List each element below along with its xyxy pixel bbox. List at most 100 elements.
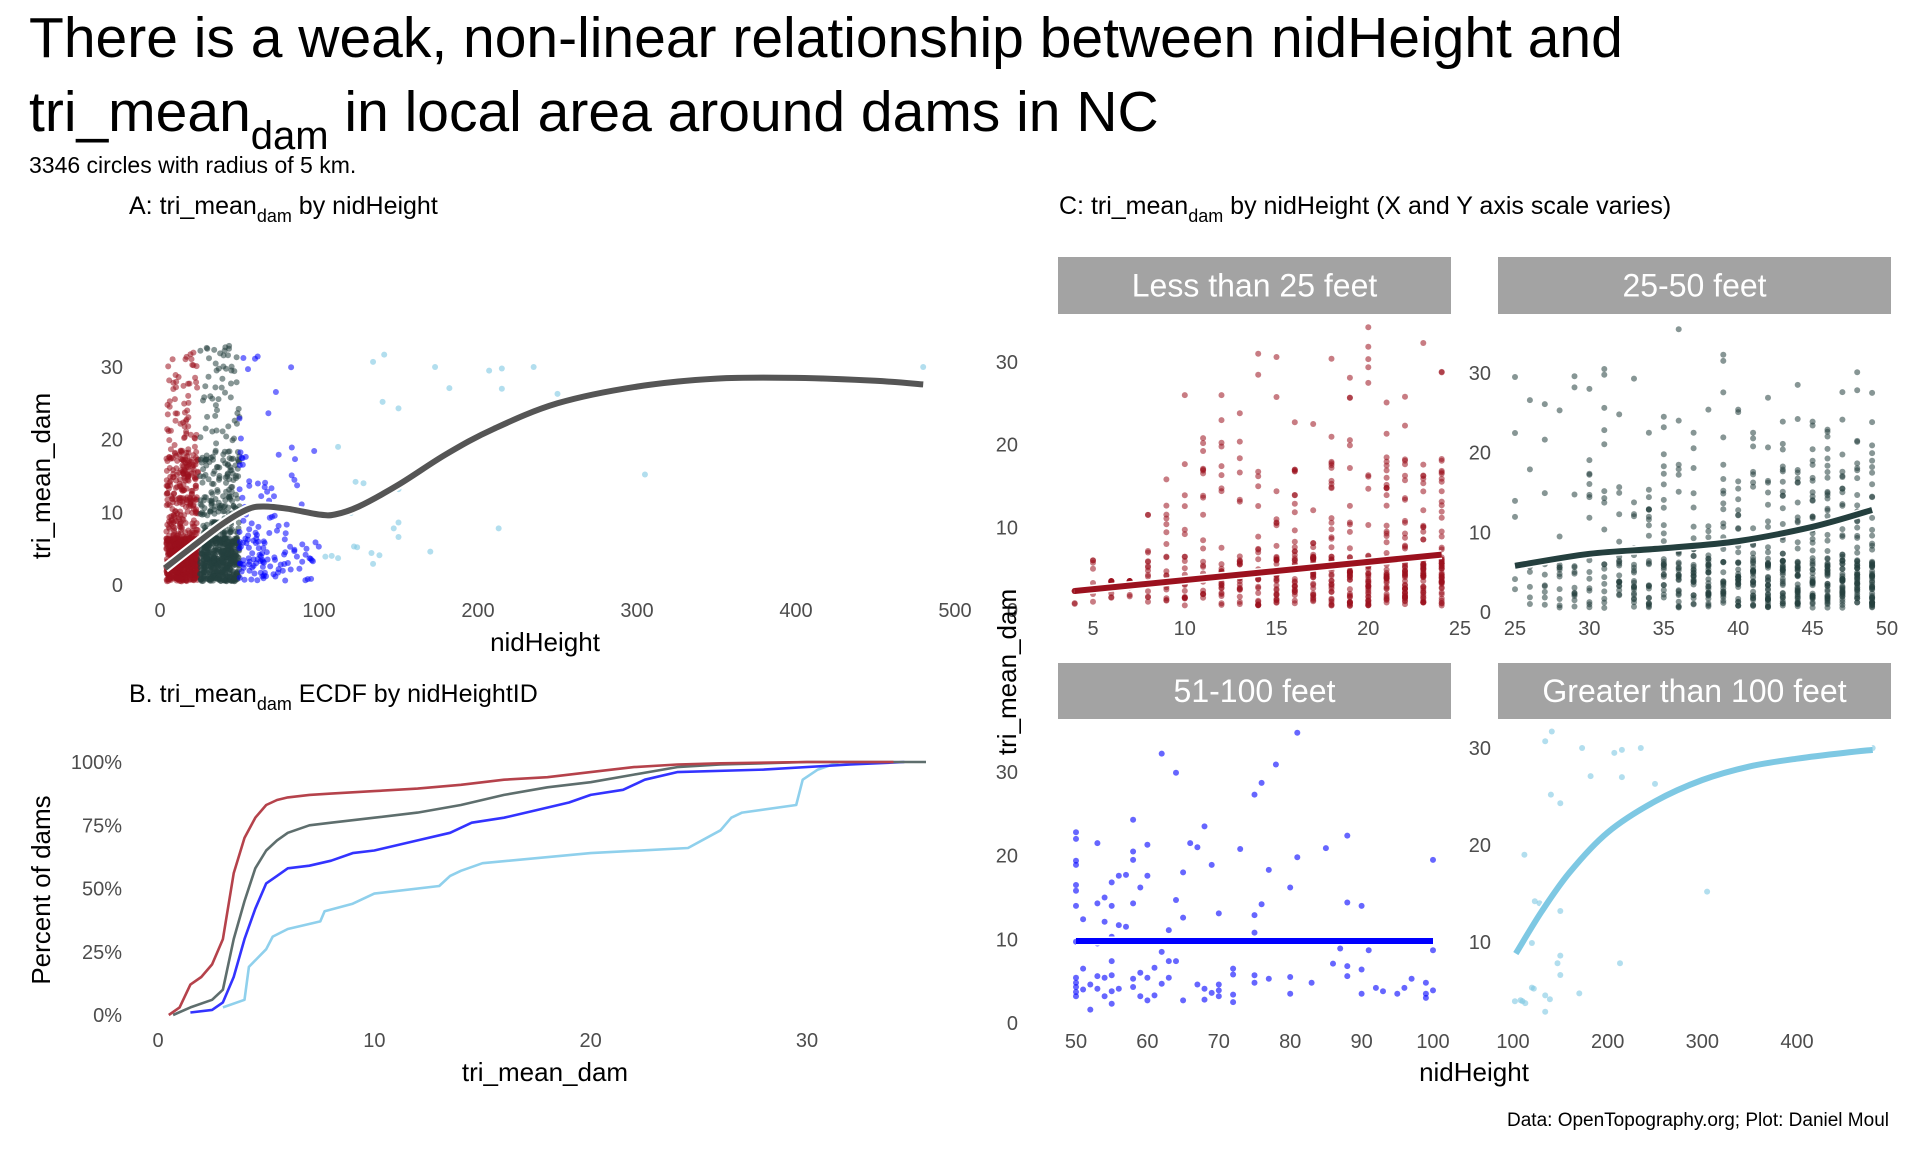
facet-point — [1617, 960, 1623, 967]
facet-point — [1346, 567, 1353, 574]
facet-point — [1346, 586, 1353, 593]
facet-point — [1601, 427, 1608, 434]
facet-trend-line — [1513, 746, 1874, 956]
panel-a-point — [253, 535, 260, 542]
facet-point — [1218, 485, 1225, 492]
facet-point — [1735, 507, 1742, 514]
facet-point — [1073, 887, 1079, 894]
panel-a-point — [291, 476, 298, 483]
panel-a-smooth-line — [162, 374, 924, 571]
facet-x-tick-label: 50 — [1876, 618, 1898, 640]
panel-a-point — [255, 545, 262, 552]
facet-point — [1557, 972, 1564, 978]
panel-a-point — [176, 494, 183, 501]
facet-point — [1287, 884, 1294, 891]
facet-point — [1809, 574, 1816, 581]
facet-point — [1291, 588, 1298, 595]
panel-a-point — [211, 346, 218, 353]
facet-point — [1779, 602, 1786, 609]
facet-point — [1824, 556, 1831, 562]
panel-a-point — [287, 543, 294, 550]
facet-point — [1511, 998, 1518, 1005]
facet-point — [1541, 588, 1548, 595]
facet-point — [1854, 502, 1861, 509]
facet-point — [1809, 493, 1816, 500]
facet-point — [1601, 488, 1608, 495]
panel-a-point — [193, 379, 200, 386]
panel-a-point — [239, 461, 246, 468]
facet-point — [1438, 488, 1445, 495]
panel-a-point — [308, 575, 315, 582]
facet-point — [1809, 555, 1816, 562]
facet-point — [1869, 559, 1876, 566]
facet-point — [1779, 595, 1786, 601]
facet-point — [1187, 840, 1194, 847]
facet-point — [1215, 993, 1222, 1000]
facet-point — [1438, 579, 1445, 586]
facet-point — [1251, 972, 1258, 979]
facet-point — [1690, 429, 1697, 436]
facet-y-tick-label: 30 — [1469, 738, 1491, 760]
panel-b-y-tick-label: 25% — [82, 942, 122, 964]
facet-point — [1869, 464, 1876, 470]
facet-point — [1346, 554, 1353, 561]
panel-a-point — [248, 520, 255, 527]
facet-point — [1779, 468, 1786, 475]
panel-a-point — [192, 570, 199, 576]
panel-a-point — [322, 553, 329, 560]
facet-point — [1541, 583, 1548, 590]
panel-a-point — [198, 549, 205, 556]
panel-a-point — [202, 563, 209, 570]
panel-a-point — [288, 444, 295, 451]
facet-point — [1675, 598, 1682, 605]
facet-point — [1869, 568, 1876, 575]
facet-point — [1556, 564, 1563, 571]
facet-point — [1328, 571, 1335, 578]
facet-point — [1438, 514, 1445, 521]
facet-point — [1201, 996, 1208, 1003]
facet-point — [1720, 569, 1727, 576]
facet-x-tick-label: 50 — [1065, 1031, 1087, 1053]
panel-a-point — [176, 451, 183, 458]
facet-point — [1779, 521, 1786, 527]
facet-point — [1512, 497, 1518, 504]
facet-point — [1126, 591, 1133, 598]
panel-a-point — [190, 349, 197, 356]
facet-point — [1750, 525, 1757, 532]
facet-point — [1526, 594, 1533, 601]
panel-a-point — [217, 563, 224, 570]
facet-point — [1087, 1006, 1094, 1013]
facet-point — [1675, 567, 1682, 574]
facet-point — [1101, 974, 1108, 981]
facet-point — [1735, 525, 1742, 532]
facet-point — [1255, 483, 1262, 490]
facet-point — [1200, 545, 1207, 552]
panel-a-point — [271, 493, 277, 500]
panel-a-x-tick-label: 100 — [302, 600, 335, 622]
panel-a-point — [368, 550, 375, 557]
panel-a-point — [223, 565, 230, 572]
panel-a-point — [169, 499, 176, 506]
panel-a-point — [205, 373, 212, 380]
facet-point — [1402, 472, 1408, 479]
facet-point — [1571, 491, 1578, 498]
facet-point — [1675, 604, 1682, 611]
facet-point — [1557, 908, 1564, 914]
panel-a-point — [379, 398, 386, 405]
facet-strip-label: 25-50 feet — [1622, 268, 1766, 304]
facet-3: 51-100 feet 50 60 70 80 90 100 0 10 20 30 — [996, 663, 1451, 1053]
facet-point — [1330, 960, 1336, 967]
facet-point — [1358, 990, 1365, 997]
facet-point — [1779, 446, 1786, 453]
facet-point — [1675, 573, 1682, 579]
panel-a-point — [166, 514, 173, 521]
facet-point — [1258, 779, 1265, 786]
facet-point — [1824, 469, 1831, 475]
panel-a-point — [212, 402, 219, 409]
facet-point — [1163, 476, 1170, 483]
panel-a-point — [183, 574, 190, 581]
panel-a-point — [170, 386, 177, 392]
panel-a-point — [261, 484, 268, 491]
facet-point — [1218, 561, 1225, 568]
